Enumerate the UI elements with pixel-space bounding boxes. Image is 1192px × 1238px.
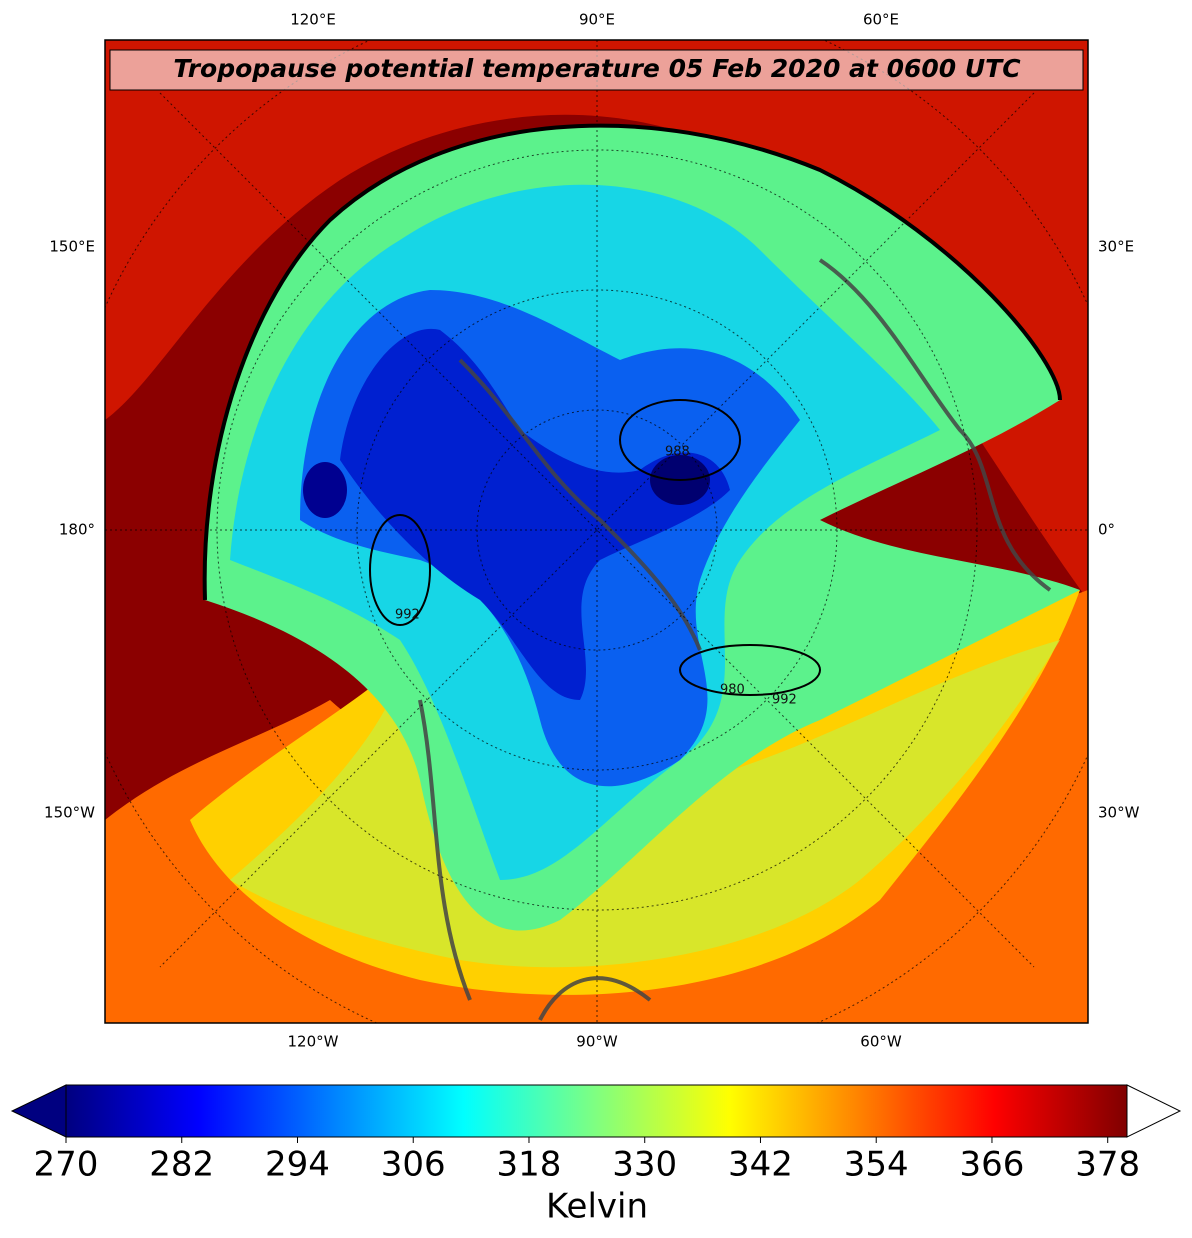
lon-label: 120°E xyxy=(290,11,336,29)
colorbar-tick-label: 306 xyxy=(381,1145,446,1185)
colorbar-tick-label: 366 xyxy=(960,1145,1025,1185)
colorbar-tick-label: 294 xyxy=(265,1145,330,1185)
colorbar-tick-label: 354 xyxy=(844,1145,909,1185)
lat-label: 150°W xyxy=(44,804,95,822)
colorbar-extend-high xyxy=(1126,1084,1182,1138)
map-field xyxy=(105,40,1088,1023)
lat-label: 150°E xyxy=(49,238,95,256)
colorbar-tick-label: 342 xyxy=(728,1145,793,1185)
colorbar-label: Kelvin xyxy=(546,1187,648,1227)
contour-label: 980 xyxy=(720,683,745,698)
contour-label: 992 xyxy=(772,693,797,708)
colorbar-tick-label: 282 xyxy=(149,1145,214,1185)
contour-label: 992 xyxy=(395,608,420,623)
map-frame xyxy=(104,39,1089,1024)
map-title: Tropopause potential temperature 05 Feb … xyxy=(173,54,1021,83)
colorbar-tick-label: 330 xyxy=(612,1145,677,1185)
lat-label: 30°W xyxy=(1098,804,1140,822)
colorbar-extend-low xyxy=(10,1084,67,1138)
lon-label: 90°E xyxy=(579,11,615,29)
contour-label: 988 xyxy=(665,445,690,460)
colorbar xyxy=(65,1084,1128,1138)
lat-label: 30°E xyxy=(1098,238,1134,256)
lon-label: 60°E xyxy=(863,11,899,29)
lon-label: 90°W xyxy=(576,1033,618,1051)
lon-label: 120°W xyxy=(288,1033,339,1051)
colorbar-tick-label: 270 xyxy=(34,1145,99,1185)
colorbar-tick-label: 378 xyxy=(1075,1145,1140,1185)
colorbar-tick-label: 318 xyxy=(497,1145,562,1185)
title-box xyxy=(109,49,1084,91)
lat-label: 180° xyxy=(59,521,95,539)
lon-label: 60°W xyxy=(860,1033,902,1051)
lat-label: 0° xyxy=(1098,521,1115,539)
